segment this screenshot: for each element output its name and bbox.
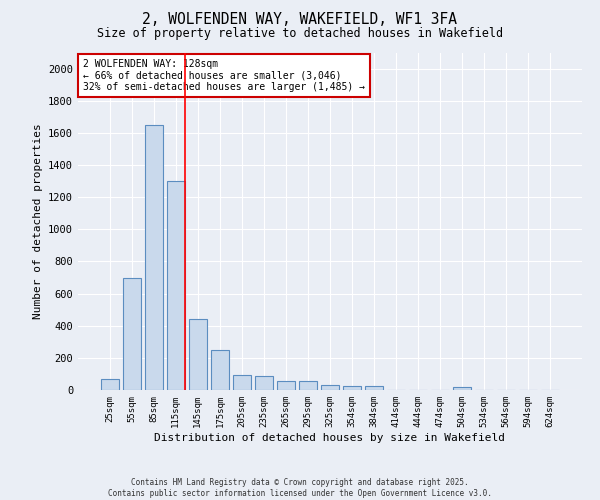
Text: 2, WOLFENDEN WAY, WAKEFIELD, WF1 3FA: 2, WOLFENDEN WAY, WAKEFIELD, WF1 3FA	[143, 12, 458, 28]
Bar	[101, 379, 119, 390]
Bar	[211, 350, 229, 390]
Bar	[365, 386, 383, 390]
Bar	[299, 381, 317, 390]
Bar	[454, 387, 471, 390]
Bar	[123, 278, 140, 390]
Bar	[343, 386, 361, 390]
Y-axis label: Number of detached properties: Number of detached properties	[32, 124, 43, 319]
Bar	[167, 181, 185, 390]
Text: 2 WOLFENDEN WAY: 128sqm
← 66% of detached houses are smaller (3,046)
32% of semi: 2 WOLFENDEN WAY: 128sqm ← 66% of detache…	[83, 59, 365, 92]
Text: Contains HM Land Registry data © Crown copyright and database right 2025.
Contai: Contains HM Land Registry data © Crown c…	[108, 478, 492, 498]
Bar	[255, 376, 273, 390]
Bar	[321, 385, 339, 390]
Bar	[277, 381, 295, 390]
Bar	[145, 125, 163, 390]
Bar	[233, 374, 251, 390]
Bar	[189, 320, 206, 390]
X-axis label: Distribution of detached houses by size in Wakefield: Distribution of detached houses by size …	[155, 432, 505, 442]
Text: Size of property relative to detached houses in Wakefield: Size of property relative to detached ho…	[97, 28, 503, 40]
